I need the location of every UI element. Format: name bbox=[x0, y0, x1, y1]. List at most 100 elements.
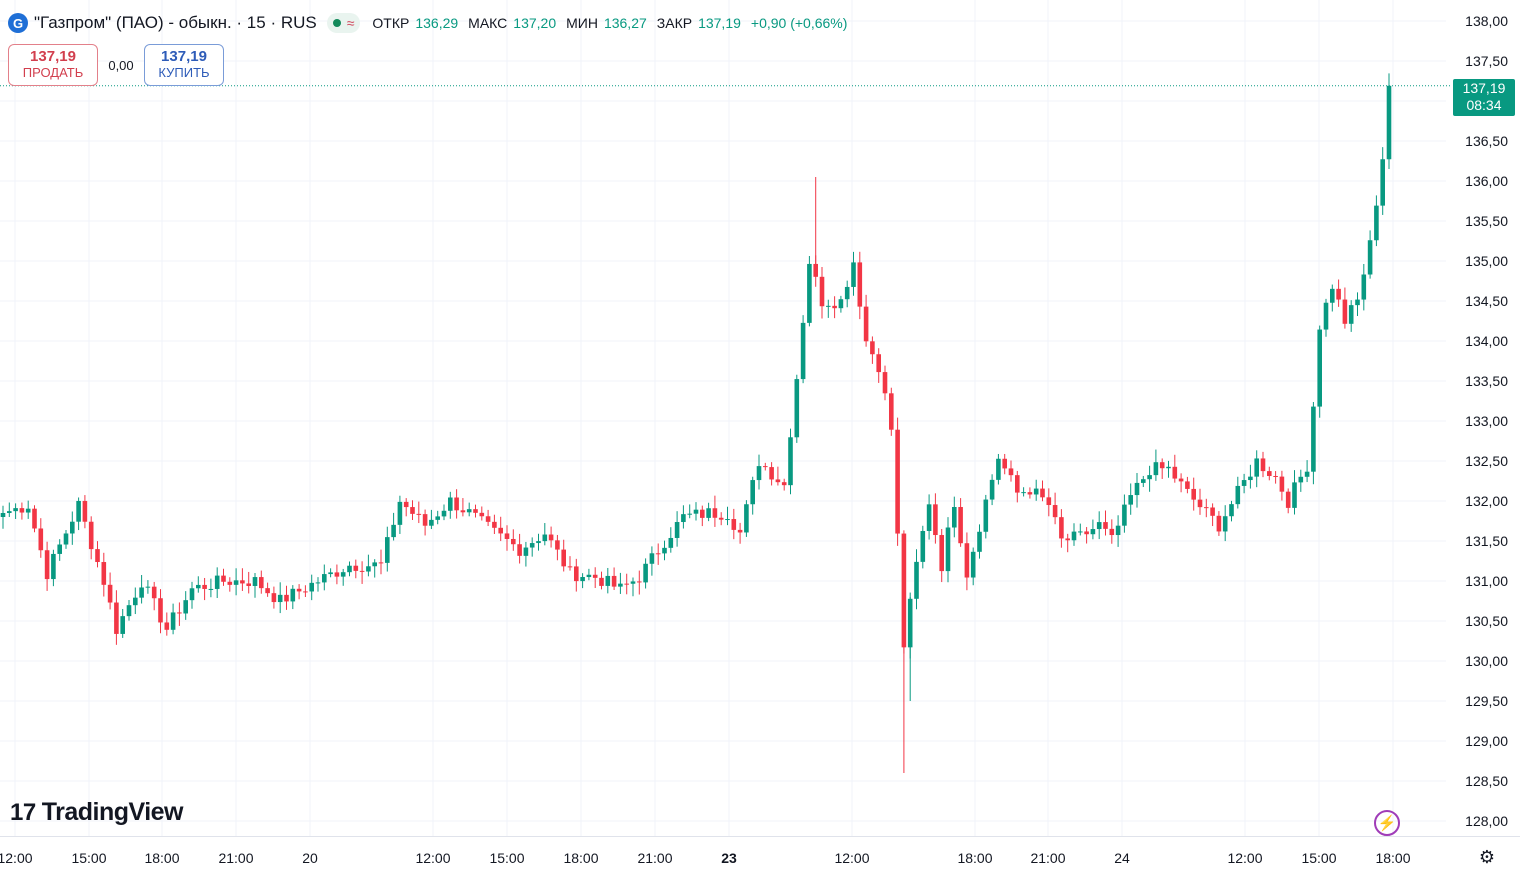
sell-label: ПРОДАТЬ bbox=[22, 65, 84, 80]
candle-body bbox=[863, 306, 869, 342]
candle-body bbox=[1153, 462, 1159, 476]
candle-body bbox=[901, 533, 907, 648]
candle-body bbox=[0, 513, 6, 517]
bar-countdown: 08:34 bbox=[1466, 97, 1502, 113]
tradingview-mark-icon: 17 bbox=[10, 798, 36, 826]
candle-body bbox=[38, 528, 44, 551]
delayed-data-icon: ≈ bbox=[346, 15, 355, 31]
candle-body bbox=[926, 504, 932, 531]
candle-body bbox=[977, 531, 982, 552]
gazprom-logo-icon: G bbox=[8, 13, 28, 33]
candle-body bbox=[1273, 475, 1278, 477]
candle-body bbox=[870, 341, 875, 355]
candle-body bbox=[1084, 531, 1089, 535]
tradingview-logo[interactable]: 17 TradingView bbox=[10, 798, 184, 827]
candle-body bbox=[1210, 507, 1215, 516]
candle-body bbox=[1027, 492, 1033, 495]
candle-body bbox=[958, 507, 963, 544]
x-tick-label: 12:00 bbox=[834, 850, 869, 866]
y-tick-label: 128,50 bbox=[1465, 773, 1508, 789]
candle-body bbox=[712, 508, 718, 518]
candle-body bbox=[1185, 481, 1190, 489]
candle-body bbox=[485, 516, 491, 522]
candle-body bbox=[1096, 522, 1102, 530]
candle-body bbox=[630, 581, 636, 584]
x-tick-label: 12:00 bbox=[415, 850, 450, 866]
candle-body bbox=[1330, 288, 1335, 303]
candle-body bbox=[1122, 504, 1127, 526]
candle-body bbox=[1311, 406, 1316, 472]
candle-body bbox=[139, 587, 144, 598]
candle-body bbox=[599, 577, 604, 586]
candle-body bbox=[340, 572, 346, 577]
candle-body bbox=[322, 574, 327, 583]
candle-body bbox=[158, 598, 163, 623]
candle-body bbox=[1090, 529, 1096, 535]
sell-button[interactable]: 137,19 ПРОДАТЬ bbox=[8, 44, 98, 86]
candle-body bbox=[441, 510, 447, 517]
ohlc-high-label: МАКС bbox=[468, 15, 508, 31]
candle-body bbox=[1046, 497, 1052, 506]
candle-body bbox=[410, 507, 415, 514]
y-tick-label: 131,50 bbox=[1465, 533, 1508, 549]
ohlc-open-label: ОТКР bbox=[372, 15, 410, 31]
candle-body bbox=[126, 605, 132, 617]
candle-body bbox=[1166, 466, 1171, 469]
y-tick-label: 136,50 bbox=[1465, 133, 1508, 149]
symbol-title[interactable]: "Газпром" (ПАО) - обыкн. · 15 · RUS bbox=[34, 13, 317, 32]
ohlc-close-value: 137,19 bbox=[698, 15, 741, 31]
candle-body bbox=[271, 593, 277, 603]
y-tick-label: 137,50 bbox=[1465, 53, 1508, 69]
candle-body bbox=[1002, 458, 1007, 469]
buy-button[interactable]: 137,19 КУПИТЬ bbox=[144, 44, 224, 86]
gear-icon[interactable]: ⚙ bbox=[1478, 846, 1496, 867]
y-tick-label: 135,50 bbox=[1465, 213, 1508, 229]
tradingview-wordmark: TradingView bbox=[41, 798, 184, 826]
market-status[interactable]: ≈ bbox=[326, 13, 361, 33]
candle-body bbox=[1374, 205, 1379, 241]
candle-body bbox=[523, 547, 529, 556]
candle-body bbox=[309, 582, 314, 592]
candle-body bbox=[1204, 507, 1209, 509]
candle-body bbox=[889, 393, 894, 430]
candle-body bbox=[586, 574, 592, 578]
x-tick-label: 18:00 bbox=[957, 850, 992, 866]
buy-label: КУПИТЬ bbox=[158, 65, 210, 80]
x-tick-label: 18:00 bbox=[563, 850, 598, 866]
ohlc-change: +0,90 (+0,66%) bbox=[750, 15, 848, 31]
candle-body bbox=[227, 581, 233, 585]
candle-body bbox=[63, 533, 69, 545]
candle-body bbox=[1197, 499, 1203, 508]
candle-body bbox=[1115, 525, 1121, 536]
candle-body bbox=[1386, 85, 1392, 160]
spread-value: 0,00 bbox=[108, 57, 134, 73]
x-tick-label: 20 bbox=[302, 850, 318, 866]
candle-body bbox=[1267, 471, 1272, 476]
candle-body bbox=[939, 535, 944, 572]
candle-body bbox=[662, 547, 667, 554]
candle-body bbox=[13, 508, 18, 512]
candle-body bbox=[529, 543, 535, 548]
candle-body bbox=[290, 588, 296, 602]
candle-body bbox=[372, 562, 377, 567]
candle-body bbox=[1229, 504, 1234, 517]
candle-body bbox=[1260, 458, 1266, 472]
candle-body bbox=[76, 500, 81, 522]
y-tick-label: 132,50 bbox=[1465, 453, 1508, 469]
candle-body bbox=[1285, 491, 1291, 508]
candle-body bbox=[460, 510, 466, 513]
candle-body bbox=[548, 534, 554, 541]
candle-body bbox=[347, 565, 352, 573]
candle-body bbox=[895, 429, 900, 534]
candle-body bbox=[1361, 274, 1367, 300]
y-tick-label: 135,00 bbox=[1465, 253, 1508, 269]
x-tick-label: 12:00 bbox=[0, 850, 33, 866]
candle-body bbox=[107, 584, 113, 603]
candle-body bbox=[1222, 516, 1228, 532]
candle-body bbox=[681, 514, 686, 523]
candle-body bbox=[668, 537, 674, 548]
candle-body bbox=[800, 322, 806, 380]
candle-body bbox=[1348, 305, 1354, 324]
lightning-icon[interactable]: ⚡ bbox=[1374, 810, 1400, 836]
